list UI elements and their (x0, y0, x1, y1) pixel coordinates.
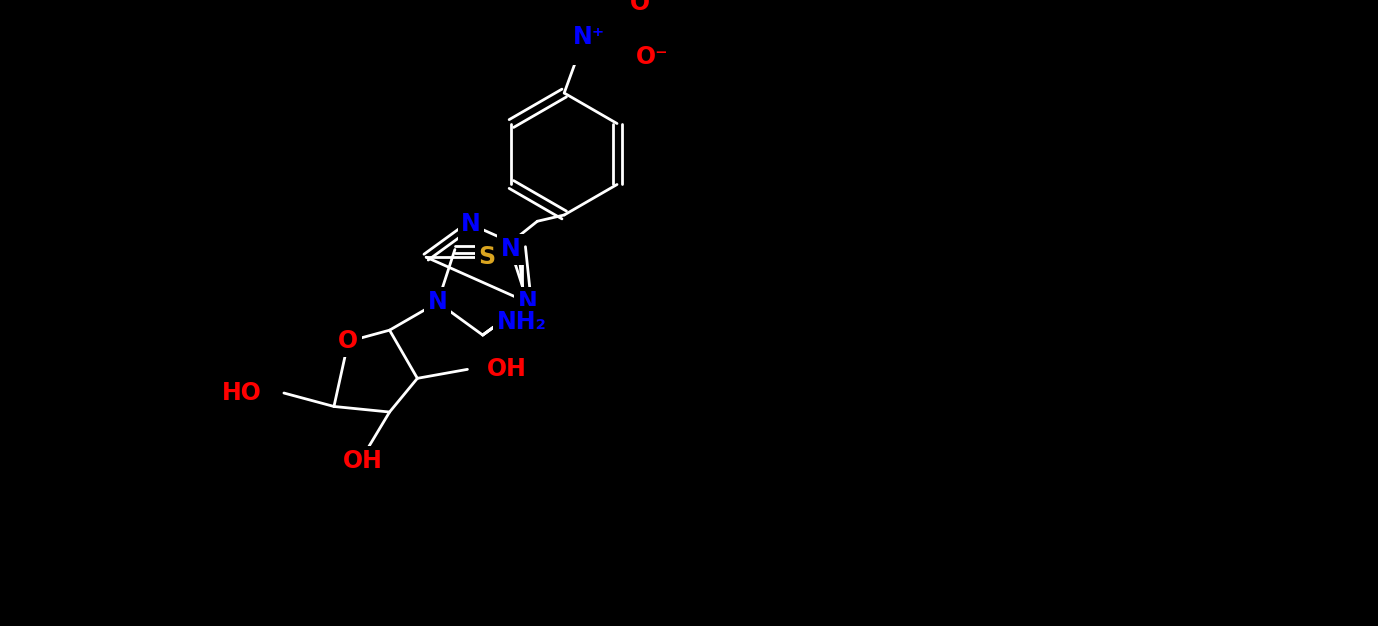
Text: N: N (427, 290, 448, 314)
Text: N: N (500, 237, 521, 262)
Text: N⁺: N⁺ (573, 24, 605, 49)
Text: OH: OH (488, 357, 526, 381)
Text: HO: HO (222, 381, 262, 405)
Text: O⁻: O⁻ (635, 45, 668, 69)
Text: NH₂: NH₂ (497, 309, 547, 334)
Text: N: N (518, 290, 537, 314)
Text: N: N (462, 212, 481, 237)
Text: O: O (338, 329, 358, 354)
Text: OH: OH (343, 449, 383, 473)
Text: S: S (478, 245, 496, 269)
Text: O: O (630, 0, 650, 16)
